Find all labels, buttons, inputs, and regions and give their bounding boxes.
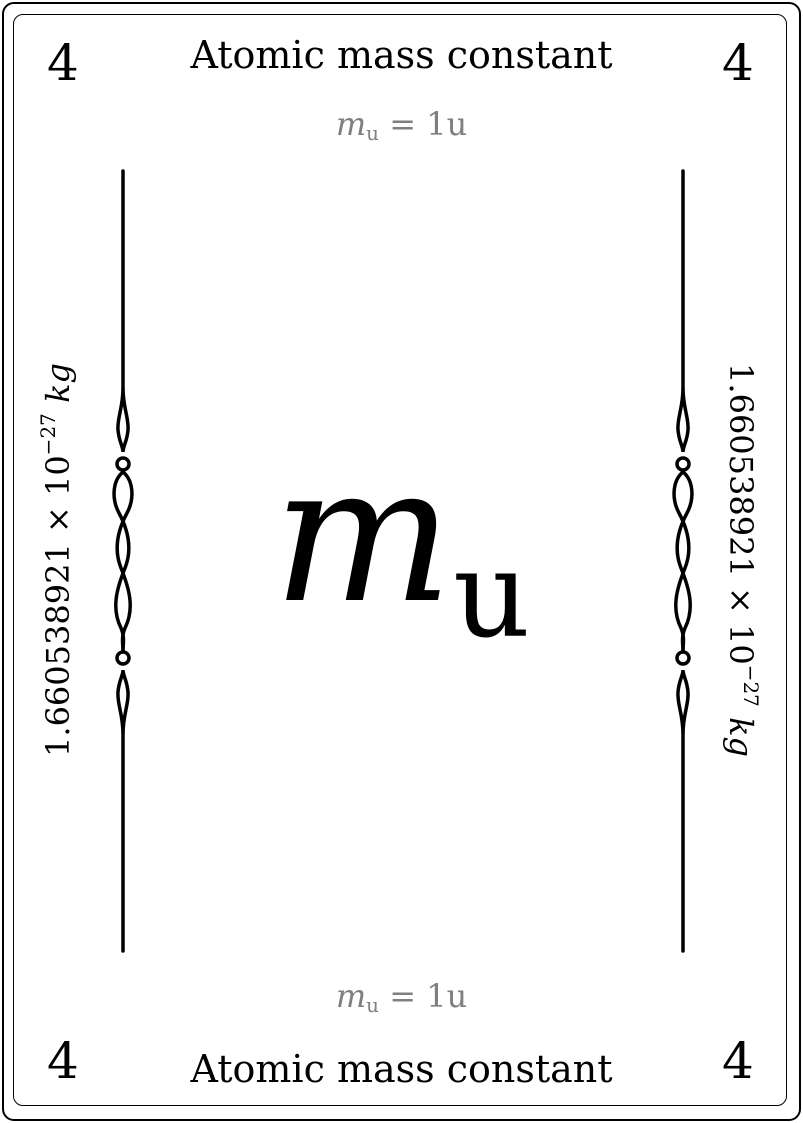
formula-subscript: u	[366, 993, 380, 1017]
corner-number-top-left: 4	[47, 34, 79, 92]
central-symbol: mu	[0, 440, 803, 656]
formula-equals: = 1u	[379, 105, 468, 143]
formula-top: mu = 1u	[0, 105, 803, 143]
value-unit: kg	[39, 363, 77, 403]
card-title-bottom: Atomic mass constant	[190, 1047, 613, 1091]
card-title-top: Atomic mass constant	[190, 33, 613, 77]
value-unit: kg	[722, 717, 760, 757]
ornament-divider-left	[112, 169, 134, 953]
corner-number-bottom-right: 4	[722, 1032, 754, 1090]
central-symbol-subscript: u	[452, 526, 531, 665]
value-exponent: −27	[739, 664, 763, 707]
corner-number-bottom-left: 4	[47, 1032, 79, 1090]
formula-symbol: m	[335, 105, 367, 143]
ornament-divider-right	[672, 169, 694, 953]
central-symbol-letter: m	[272, 424, 453, 645]
corner-number-top-right: 4	[722, 34, 754, 92]
card-inner-border	[13, 14, 787, 1106]
formula-equals: = 1u	[379, 977, 468, 1015]
formula-symbol: m	[335, 977, 367, 1015]
formula-subscript: u	[366, 121, 380, 145]
formula-bottom: mu = 1u	[0, 977, 803, 1015]
